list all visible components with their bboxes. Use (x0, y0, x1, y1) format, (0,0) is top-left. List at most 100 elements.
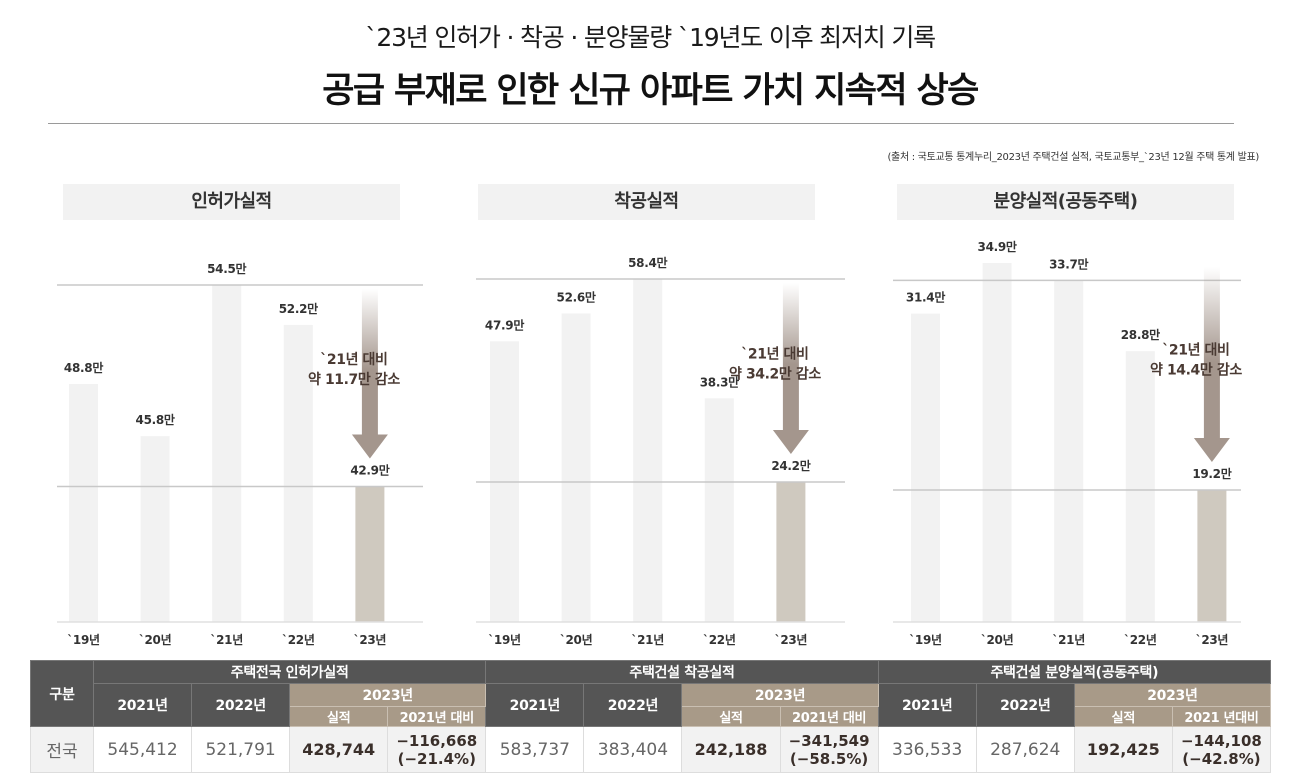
x-tick-label-3: `22년 (1124, 633, 1157, 647)
down-arrow-icon (351, 434, 388, 459)
cell-2023: 428,744 (289, 726, 389, 773)
cell-2022: 287,624 (975, 726, 1075, 773)
x-tick-label-1: `20년 (560, 633, 593, 647)
table-header-actual: 실적 (681, 706, 781, 727)
bar-0 (911, 313, 940, 622)
chart-svg: 48.8만 45.8만 54.5만 52.2만 42.9만 `19년 `20년 `21년 `22… (57, 261, 423, 647)
cell-2022: 521,791 (191, 726, 291, 773)
data-label-4: 24.2만 (771, 458, 810, 473)
table-header-vs2021: 2021 년대비 (1171, 706, 1272, 727)
cell-diff: −341,549 (−58.5%) (779, 726, 879, 773)
x-tick-label-2: `21년 (210, 633, 243, 647)
bar-2 (1054, 280, 1084, 622)
down-arrow-shaft (361, 289, 378, 436)
chart-title: 분양실적(공동주택) (897, 184, 1234, 220)
data-label-1: 45.8만 (136, 412, 175, 427)
down-arrow-shaft (782, 283, 799, 431)
annotation-line-1: 약 11.7만 감소 (308, 371, 400, 388)
table-group-header: 주택건설 분양실적(공동주택) (877, 660, 1272, 684)
data-label-2: 33.7만 (1049, 256, 1088, 271)
down-arrow-icon (772, 429, 809, 454)
bar-2 (633, 279, 663, 622)
cell-2022: 383,404 (583, 726, 683, 773)
chart-title: 착공실적 (478, 184, 815, 220)
cell-2023: 192,425 (1073, 726, 1173, 773)
bar-4 (1197, 489, 1227, 622)
data-label-1: 34.9만 (978, 239, 1017, 254)
cell-2021: 545,412 (92, 726, 193, 773)
table-header-vs2021: 2021년 대비 (779, 706, 879, 727)
x-tick-label-4: `23년 (775, 633, 808, 647)
table-header-2022: 2022년 (583, 683, 683, 727)
bar-2 (212, 285, 242, 622)
bar-1 (561, 313, 591, 622)
source-note: (출처 : 국토교통 통계누리_2023년 주택건설 실적, 국토교통부_`23… (887, 152, 1259, 163)
bar-1 (982, 263, 1012, 622)
bar-3 (283, 324, 313, 622)
chart-svg: 47.9만 52.6만 58.4만 38.3만 24.2만 `19년 `20년 `21년 `22… (476, 255, 845, 647)
data-label-1: 52.6만 (557, 289, 596, 304)
bar-3 (1125, 351, 1155, 622)
table-group-header: 주택전국 인허가실적 (92, 660, 487, 684)
bar-4 (355, 486, 385, 622)
data-label-3: 52.2만 (279, 301, 318, 316)
diff-percent: (−21.4%) (397, 749, 476, 768)
x-tick-label-0: `19년 (67, 633, 100, 647)
data-label-0: 31.4만 (906, 290, 945, 305)
page-title: 공급 부재로 인한 신규 아파트 가치 지속적 상승 (322, 71, 979, 111)
annotation-line-1: 약 14.4만 감소 (1150, 361, 1242, 378)
x-tick-label-3: `22년 (703, 633, 736, 647)
table-row: 전국 545,412 521,791 428,744 −116,668 (−21.… (30, 726, 1272, 773)
cell-2021: 583,737 (485, 726, 585, 773)
data-label-3: 28.8만 (1121, 327, 1160, 342)
down-arrow-icon (1193, 437, 1230, 462)
annotation-line-0: `21년 대비 (320, 352, 387, 368)
x-tick-label-2: `21년 (631, 633, 664, 647)
cell-diff: −144,108 (−42.8%) (1171, 726, 1272, 773)
bar-0 (69, 384, 98, 622)
bar-3 (704, 398, 734, 622)
table-header-2021: 2021년 (485, 683, 585, 727)
table-header-actual: 실적 (289, 706, 389, 727)
annotation-line-1: 약 34.2만 감소 (729, 365, 821, 382)
bar-4 (776, 481, 806, 622)
data-label-2: 58.4만 (628, 255, 667, 270)
annotation-line-0: `21년 대비 (741, 346, 808, 362)
down-arrow-shaft (1203, 267, 1220, 439)
subtitle: `23년 인허가 · 착공 · 분양물량 `19년도 이후 최저치 기록 (365, 23, 936, 52)
x-tick-label-0: `19년 (909, 633, 942, 647)
x-tick-label-3: `22년 (282, 633, 315, 647)
data-label-0: 47.9만 (485, 317, 524, 332)
x-tick-label-4: `23년 (354, 633, 387, 647)
table-header-actual: 실적 (1073, 706, 1173, 727)
data-label-0: 48.8만 (64, 360, 103, 375)
chart-starts: 착공실적 47.9만 52.6만 58.4만 38.3만 24.2만 `19년 `20년 `2… (460, 184, 860, 654)
data-table: 구분 주택전국 인허가실적 주택건설 착공실적 주택건설 분양실적(공동주택) … (30, 660, 1272, 773)
chart-sales: 분양실적(공동주택) 31.4만 34.9만 33.7만 28.8만 19.2만 `19년… (880, 184, 1280, 654)
cell-2023: 242,188 (681, 726, 781, 773)
annotation-line-0: `21년 대비 (1162, 342, 1229, 358)
data-label-2: 54.5만 (207, 261, 246, 276)
chart-permits: 인허가실적 48.8만 45.8만 54.5만 52.2만 42.9만 `19년 `20년 `… (40, 184, 440, 654)
x-tick-label-4: `23년 (1196, 633, 1229, 647)
bar-1 (140, 436, 170, 622)
x-tick-label-1: `20년 (139, 633, 172, 647)
table-header-2022: 2022년 (191, 683, 291, 727)
row-label: 전국 (30, 726, 94, 773)
diff-value: −341,549 (788, 731, 870, 750)
chart-svg: 31.4만 34.9만 33.7만 28.8만 19.2만 `19년 `20년 `21년 `22… (893, 239, 1243, 647)
chart-title: 인허가실적 (63, 184, 400, 220)
table-header-vs2021: 2021년 대비 (387, 706, 487, 727)
table-header-category: 구분 (30, 660, 94, 727)
title-divider (48, 123, 1234, 124)
x-tick-label-1: `20년 (981, 633, 1014, 647)
data-label-4: 42.9만 (350, 463, 389, 478)
cell-2021: 336,533 (877, 726, 977, 773)
table-group-header: 주택건설 착공실적 (485, 660, 879, 684)
table-header-2023: 2023년 (289, 683, 487, 707)
x-tick-label-2: `21년 (1052, 633, 1085, 647)
table-header-2021: 2021년 (877, 683, 977, 727)
data-label-3: 38.3만 (700, 374, 739, 389)
data-label-4: 19.2만 (1192, 466, 1231, 481)
cell-diff: −116,668 (−21.4%) (387, 726, 487, 773)
